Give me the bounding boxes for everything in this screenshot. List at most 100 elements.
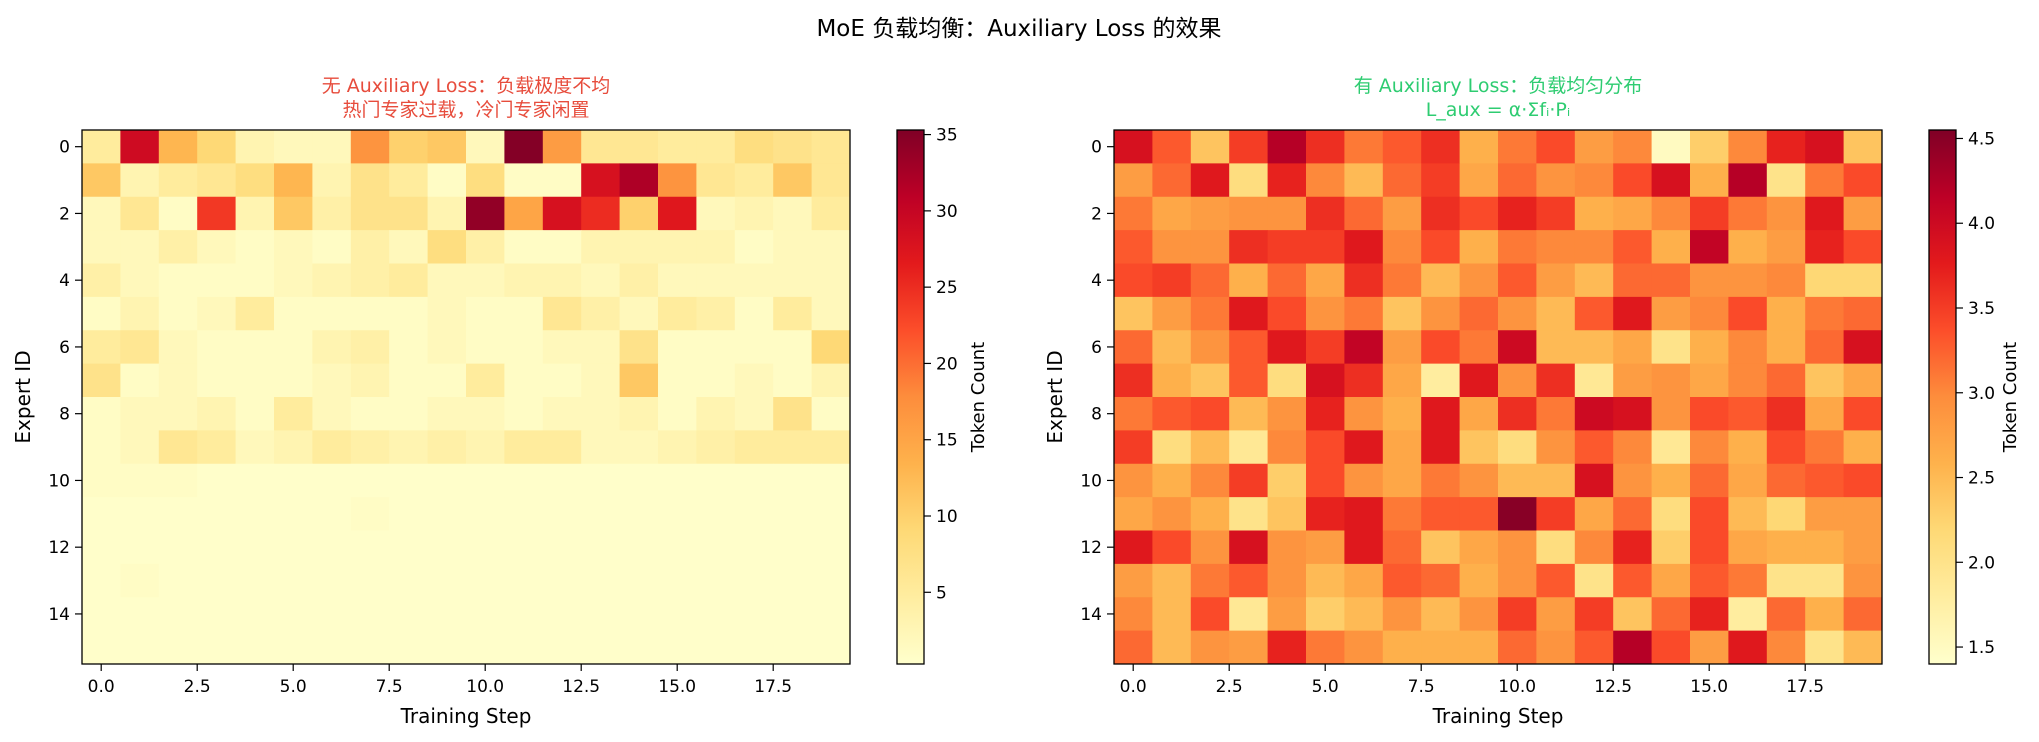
heatmap-cell [1267,430,1307,465]
heatmap-cell [158,463,198,498]
heatmap-cell [1306,597,1345,632]
heatmap-cell [82,463,121,498]
heatmap-cell [696,530,736,565]
heatmap-cell [1766,196,1806,231]
heatmap-cell [581,630,620,665]
heatmap-cell [274,430,313,465]
x-tick-label: 0.0 [88,677,115,697]
heatmap-cell [350,530,390,565]
heatmap-cell [235,397,275,431]
heatmap-cell [1344,397,1384,431]
heatmap-cell [811,330,851,365]
heatmap-cell [1690,430,1729,465]
heatmap-cell [1613,263,1652,298]
heatmap-cell [734,630,774,665]
heatmap-cell [1344,563,1384,598]
heatmap-cell [811,530,851,565]
heatmap-cell [1114,630,1153,665]
heatmap-cell [581,430,620,465]
heatmap-cell [581,563,620,598]
heatmap-cell [658,397,697,431]
heatmap-cell [466,230,505,264]
heatmap-cell [619,130,659,164]
heatmap-cell [1728,497,1768,531]
heatmap-cell [82,630,121,665]
heatmap-cell [619,397,659,431]
heatmap-cell [466,463,505,498]
heatmap-cell [389,397,428,431]
heatmap-cell [389,296,428,331]
heatmap-cell [427,163,467,198]
heatmap-cell [158,630,198,665]
heatmap-cell [1651,497,1691,531]
heatmap-cell [696,363,736,398]
heatmap-cell [1498,230,1537,264]
heatmap-cell [1613,497,1652,531]
heatmap-cell [734,363,774,398]
heatmap-cell [389,330,428,365]
heatmap-cell [1843,430,1883,465]
heatmap-cell [1843,530,1883,565]
heatmap-cell [1229,430,1268,465]
heatmap-cell [1651,630,1691,665]
heatmap-cell [504,263,544,298]
heatmap-cell [1114,296,1153,331]
heatmap-cell [1805,363,1844,398]
heatmap-cell [1613,163,1652,198]
heatmap-cell [581,130,620,164]
heatmap-cell [773,363,812,398]
heatmap-cell [1574,563,1614,598]
heatmap-cell [235,630,275,665]
heatmap-cell [1190,597,1230,632]
heatmap-cell [1421,363,1460,398]
heatmap-cell [158,597,198,632]
y-tick-label: 6 [59,338,70,358]
heatmap-cell [1613,530,1652,565]
heatmap-cell [696,130,736,164]
heatmap-cell [734,563,774,598]
heatmap-cell [1690,130,1729,164]
heatmap-cell [1267,230,1307,264]
heatmap-cell [120,463,160,498]
heatmap-cell [274,230,313,264]
heatmap-cell [82,130,121,164]
heatmap-cell [120,497,160,531]
heatmap-cell [427,597,467,632]
heatmap-cell [82,563,121,598]
heatmap-cell [235,363,275,398]
heatmap-cell [1306,397,1345,431]
heatmap-cell [1651,430,1691,465]
heatmap-cell [734,430,774,465]
heatmap-cell [197,363,236,398]
heatmap-cell [619,497,659,531]
heatmap-cell [1574,597,1614,632]
heatmap-cell [1382,230,1422,264]
heatmap-cell [1728,430,1768,465]
heatmap-cell [1766,430,1806,465]
heatmap-cell [1344,497,1384,531]
heatmap-cell [1536,130,1576,164]
heatmap-cell [619,296,659,331]
heatmap-cell [1766,397,1806,431]
heatmap-cell [1229,163,1268,198]
y-tick-label: 4 [59,271,70,291]
heatmap-cell [1421,230,1460,264]
heatmap-cell [1344,196,1384,231]
heatmap-cell [773,497,812,531]
heatmap-cell [504,196,544,231]
heatmap-cell [466,263,505,298]
heatmap-cell [1651,597,1691,632]
heatmap-cell [1690,263,1729,298]
heatmap-cell [542,463,582,498]
heatmap-cell [811,463,851,498]
heatmap-cell [1190,463,1230,498]
heatmap-cell [466,597,505,632]
heatmap-cell [120,397,160,431]
heatmap-cell [427,630,467,665]
heatmap-cell [619,330,659,365]
heatmap-cell [312,163,352,198]
heatmap-cell [1766,597,1806,632]
heatmap-cell [1114,163,1153,198]
heatmap-cell [235,563,275,598]
heatmap-cell [1421,630,1460,665]
